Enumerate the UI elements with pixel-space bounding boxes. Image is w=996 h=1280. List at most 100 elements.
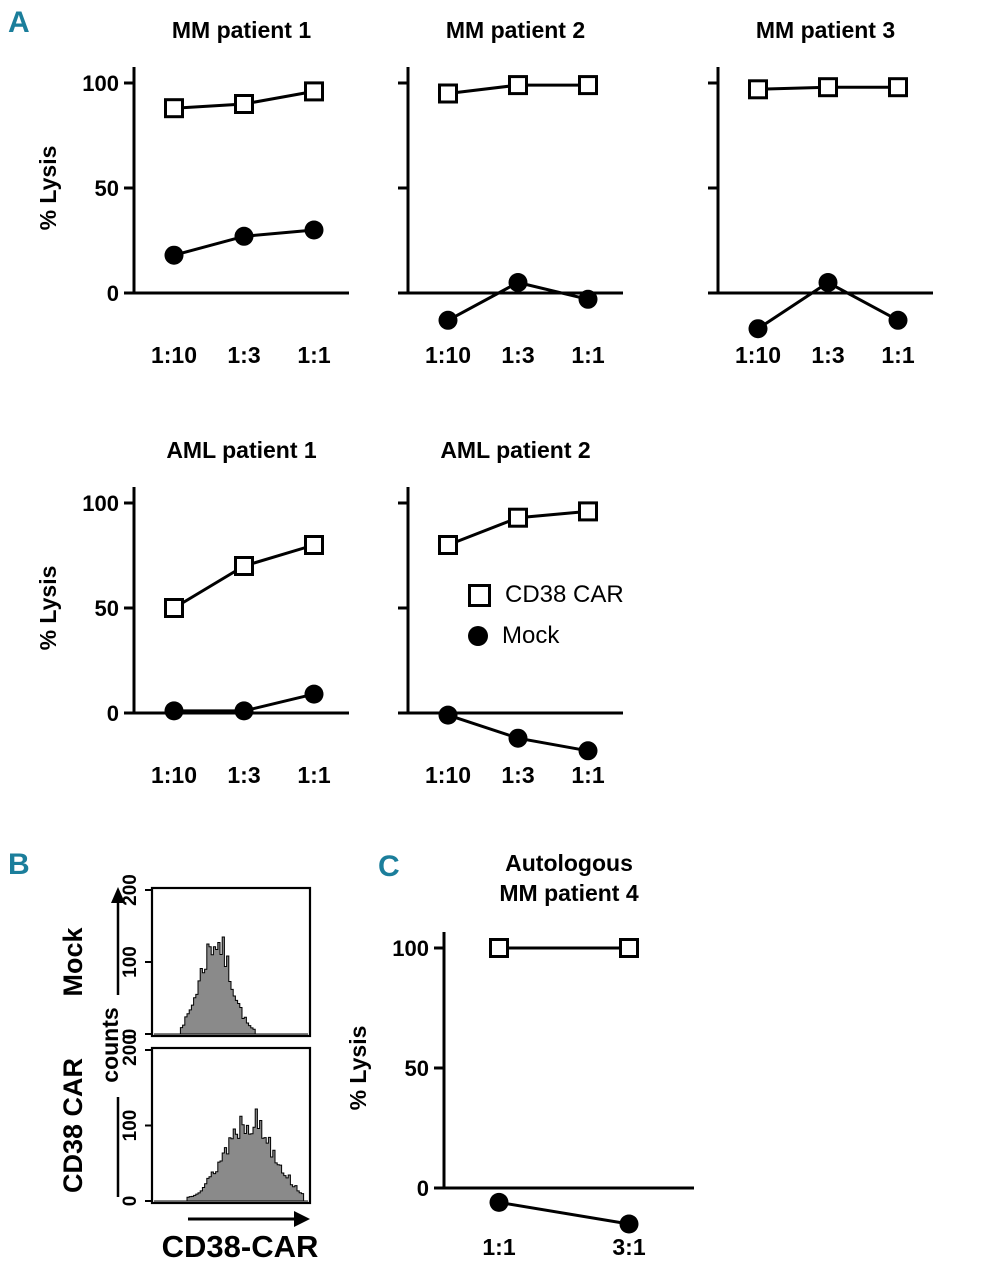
chart-title: Autologous — [505, 850, 633, 876]
hist-y-tick-label: 0 — [120, 1029, 141, 1040]
filled-circle-marker-icon — [468, 626, 488, 646]
histogram-distribution — [154, 936, 308, 1035]
y-tick-label: 100 — [82, 71, 119, 96]
open-square-marker — [619, 938, 639, 958]
open-square-marker — [438, 535, 458, 555]
legend-item-cd38-car: CD38 CAR — [468, 581, 624, 609]
counts-arrowhead-icon — [111, 887, 125, 903]
open-square-marker — [818, 77, 838, 98]
chart-aml-patient-2: AML patient 2 1:10 1:3 1:1 — [390, 428, 670, 828]
filled-circle-marker — [164, 701, 184, 721]
x-category-label: 1:3 — [227, 762, 260, 788]
x-category-label: 1:3 — [811, 342, 844, 368]
open-square-marker — [438, 83, 458, 104]
filled-circle-marker — [748, 319, 768, 339]
filled-circle-marker — [578, 289, 598, 309]
open-square-marker — [578, 75, 598, 96]
hist-y-tick-label: 200 — [120, 1034, 141, 1066]
chart-autologous: Autologous MM patient 4 0 50 100 % Lysis 1:1 3:… — [345, 850, 694, 1260]
cd38car-axis-label: CD38-CAR — [162, 1229, 319, 1264]
open-square-marker-icon — [468, 583, 491, 607]
flow-histograms-panel: Mock 0 100 200 CD38 CAR 0 100 200 counts CD38-CAR — [0, 845, 370, 1280]
y-tick-label: 50 — [95, 176, 119, 201]
row-label-mock: Mock — [58, 927, 88, 997]
y-axis-label: % Lysis — [345, 1026, 371, 1111]
y-tick-label: 0 — [107, 281, 119, 306]
open-square-marker — [234, 556, 254, 576]
series-line — [173, 543, 315, 610]
hist-y-tick-label: 100 — [120, 1110, 141, 1142]
open-square-marker — [304, 535, 324, 555]
y-axis-label: % Lysis — [35, 146, 61, 231]
series-cd38-car — [164, 81, 324, 119]
x-category-label: 1:10 — [151, 342, 197, 368]
x-category-label: 3:1 — [612, 1234, 645, 1260]
open-square-marker — [508, 507, 528, 528]
y-tick-label: 50 — [95, 596, 119, 621]
hist-y-tick-label: 0 — [120, 1196, 141, 1207]
chart-autologous-mm-patient-4: Autologous MM patient 4 0 50 100 % Lysis 1:1 3:… — [340, 843, 700, 1280]
x-category-label: 1:10 — [425, 342, 471, 368]
y-tick-label: 0 — [417, 1176, 429, 1201]
filled-circle-marker — [888, 310, 908, 330]
chart-mm-patient-3: MM patient 3 1:10 1:3 1:1 — [700, 8, 980, 408]
x-category-label: 1:10 — [151, 762, 197, 788]
x-category-label: 1:1 — [297, 342, 330, 368]
series-mock — [438, 273, 598, 330]
counts-axis-label: counts — [97, 1007, 123, 1082]
open-square-marker — [489, 938, 509, 958]
filled-circle-marker — [619, 1214, 639, 1234]
x-category-label: 1:1 — [571, 762, 604, 788]
series-line — [498, 1200, 630, 1226]
series-cd38-car — [748, 77, 908, 100]
filled-circle-marker — [234, 701, 254, 721]
filled-circle-marker — [508, 728, 528, 748]
chart-title: MM patient 3 — [756, 17, 895, 43]
chart-mm3: MM patient 3 1:10 1:3 1:1 — [708, 17, 933, 368]
series-mock — [489, 1192, 639, 1234]
y-tick-label: 0 — [107, 701, 119, 726]
chart-aml-patient-1: AML patient 1 0 50 100 % Lysis 1:10 1:3 1:1 — [30, 428, 375, 828]
legend-item-mock: Mock — [468, 622, 624, 650]
histogram-distribution — [154, 1108, 308, 1202]
filled-circle-marker — [164, 245, 184, 265]
chart-title: AML patient 2 — [440, 437, 590, 463]
chart-title: MM patient 2 — [446, 17, 585, 43]
chart-title: MM patient 4 — [499, 880, 638, 906]
y-axis-label: % Lysis — [35, 566, 61, 651]
x-category-label: 1:1 — [297, 762, 330, 788]
legend: CD38 CAR Mock — [468, 581, 624, 650]
panel-c-label: C — [378, 850, 400, 883]
chart-mm-patient-1: MM patient 1 0 50 100 % Lysis 1:10 1:3 1:1 — [30, 8, 375, 408]
series-cd38-car — [489, 938, 639, 958]
chart-title: AML patient 1 — [166, 437, 317, 463]
filled-circle-marker — [304, 220, 324, 240]
x-category-label: 1:10 — [425, 762, 471, 788]
open-square-marker — [164, 98, 184, 119]
chart-mm2: MM patient 2 1:10 1:3 1:1 — [398, 17, 623, 368]
series-cd38-car — [164, 535, 324, 618]
x-category-label: 1:1 — [881, 342, 914, 368]
panel-b-label: B — [8, 848, 30, 881]
open-square-marker — [748, 79, 768, 100]
hist-y-tick-label: 200 — [120, 874, 141, 906]
hist-y-tick-label: 100 — [120, 946, 141, 978]
series-mock — [748, 273, 908, 339]
filled-circle-marker — [304, 684, 324, 704]
row-label-cd38-car: CD38 CAR — [58, 1058, 88, 1193]
y-tick-label: 50 — [405, 1056, 429, 1081]
chart-aml2: AML patient 2 1:10 1:3 1:1 — [398, 437, 623, 788]
panel-a-label: A — [8, 6, 30, 39]
open-square-marker — [164, 598, 184, 618]
series-mock — [164, 220, 324, 265]
series-cd38-car — [438, 501, 598, 555]
filled-circle-marker — [438, 705, 458, 725]
x-category-label: 1:1 — [571, 342, 604, 368]
legend-label-cd38-car: CD38 CAR — [505, 581, 624, 608]
open-square-marker — [304, 81, 324, 102]
y-tick-label: 100 — [392, 936, 429, 961]
x-category-label: 1:1 — [482, 1234, 515, 1260]
filled-circle-marker — [578, 741, 598, 761]
